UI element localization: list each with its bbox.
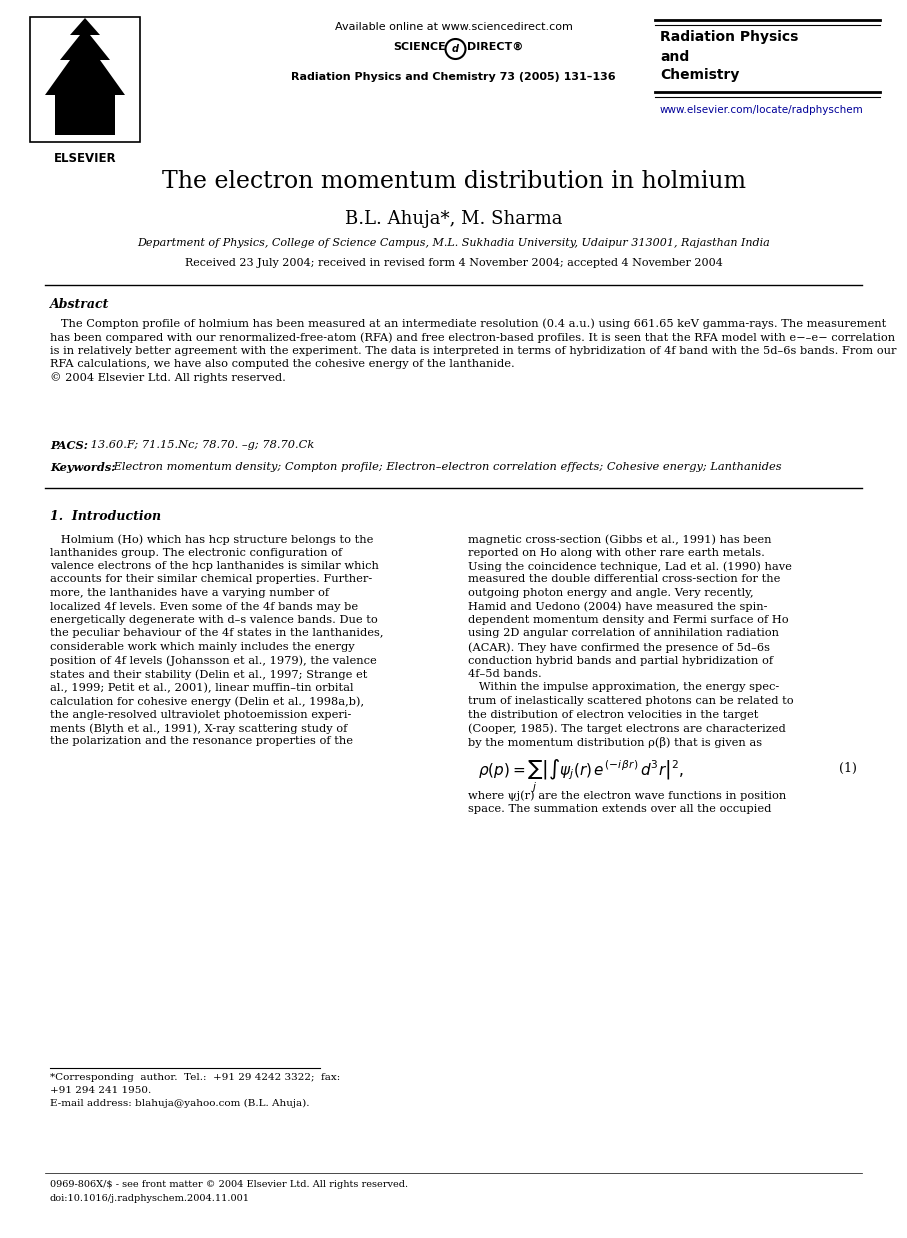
Text: PACS:: PACS: [50, 439, 88, 451]
Text: Hamid and Uedono (2004) have measured the spin-: Hamid and Uedono (2004) have measured th… [469, 602, 768, 612]
Text: using 2D angular correlation of annihilation radiation: using 2D angular correlation of annihila… [469, 629, 779, 639]
Text: The electron momentum distribution in holmium: The electron momentum distribution in ho… [161, 170, 746, 193]
Text: +91 294 241 1950.: +91 294 241 1950. [50, 1086, 151, 1094]
Text: accounts for their similar chemical properties. Further-: accounts for their similar chemical prop… [50, 574, 372, 584]
Text: dependent momentum density and Fermi surface of Ho: dependent momentum density and Fermi sur… [469, 615, 789, 625]
Text: ments (Blyth et al., 1991), X-ray scattering study of: ments (Blyth et al., 1991), X-ray scatte… [50, 723, 347, 734]
Text: Holmium (Ho) which has hcp structure belongs to the: Holmium (Ho) which has hcp structure bel… [50, 534, 374, 545]
Text: 0969-806X/$ - see front matter © 2004 Elsevier Ltd. All rights reserved.: 0969-806X/$ - see front matter © 2004 El… [50, 1180, 408, 1188]
Text: (1): (1) [839, 763, 857, 775]
Text: E-mail address: blahuja@yahoo.com (B.L. Ahuja).: E-mail address: blahuja@yahoo.com (B.L. … [50, 1099, 309, 1108]
Text: Radiation Physics: Radiation Physics [660, 30, 798, 45]
Text: Electron momentum density; Compton profile; Electron–electron correlation effect: Electron momentum density; Compton profi… [110, 462, 782, 472]
Text: ELSEVIER: ELSEVIER [54, 152, 116, 165]
Text: doi:10.1016/j.radphyschem.2004.11.001: doi:10.1016/j.radphyschem.2004.11.001 [50, 1193, 250, 1203]
Text: outgoing photon energy and angle. Very recently,: outgoing photon energy and angle. Very r… [469, 588, 754, 598]
Text: Received 23 July 2004; received in revised form 4 November 2004; accepted 4 Nove: Received 23 July 2004; received in revis… [184, 258, 723, 267]
Text: Abstract: Abstract [50, 298, 110, 311]
Text: (Cooper, 1985). The target electrons are characterized: (Cooper, 1985). The target electrons are… [469, 723, 786, 734]
Text: by the momentum distribution ρ(β) that is given as: by the momentum distribution ρ(β) that i… [469, 737, 763, 748]
Text: 4f–5d bands.: 4f–5d bands. [469, 669, 542, 678]
Text: al., 1999; Petit et al., 2001), linear muffin–tin orbital: al., 1999; Petit et al., 2001), linear m… [50, 682, 354, 693]
Text: localized 4f levels. Even some of the 4f bands may be: localized 4f levels. Even some of the 4f… [50, 602, 358, 612]
Text: states and their stability (Delin et al., 1997; Strange et: states and their stability (Delin et al.… [50, 669, 367, 680]
Text: the distribution of electron velocities in the target: the distribution of electron velocities … [469, 709, 759, 719]
Polygon shape [78, 118, 92, 135]
Text: Radiation Physics and Chemistry 73 (2005) 131–136: Radiation Physics and Chemistry 73 (2005… [291, 72, 616, 82]
Text: the peculiar behaviour of the 4f states in the lanthanides,: the peculiar behaviour of the 4f states … [50, 629, 384, 639]
Text: considerable work which mainly includes the energy: considerable work which mainly includes … [50, 643, 355, 652]
Text: conduction hybrid bands and partial hybridization of: conduction hybrid bands and partial hybr… [469, 655, 774, 666]
Polygon shape [45, 19, 125, 135]
Text: SCIENCE: SCIENCE [393, 42, 445, 52]
Text: The Compton profile of holmium has been measured at an intermediate resolution (: The Compton profile of holmium has been … [50, 318, 896, 384]
Text: www.elsevier.com/locate/radphyschem: www.elsevier.com/locate/radphyschem [660, 105, 863, 115]
Text: and: and [660, 50, 689, 64]
Text: more, the lanthanides have a varying number of: more, the lanthanides have a varying num… [50, 588, 329, 598]
Text: 13.60.F; 71.15.Nc; 78.70. –g; 78.70.Ck: 13.60.F; 71.15.Nc; 78.70. –g; 78.70.Ck [87, 439, 314, 449]
Text: the polarization and the resonance properties of the: the polarization and the resonance prope… [50, 737, 353, 747]
Text: Chemistry: Chemistry [660, 68, 739, 82]
Text: trum of inelastically scattered photons can be related to: trum of inelastically scattered photons … [469, 696, 795, 706]
Text: energetically degenerate with d–s valence bands. Due to: energetically degenerate with d–s valenc… [50, 615, 377, 625]
Text: d: d [452, 45, 459, 54]
Text: (ACAR). They have confirmed the presence of 5d–6s: (ACAR). They have confirmed the presence… [469, 643, 771, 652]
Text: magnetic cross-section (Gibbs et al., 1991) has been: magnetic cross-section (Gibbs et al., 19… [469, 534, 772, 545]
Text: Department of Physics, College of Science Campus, M.L. Sukhadia University, Udai: Department of Physics, College of Scienc… [137, 238, 770, 248]
Text: Within the impulse approximation, the energy spec-: Within the impulse approximation, the en… [469, 682, 780, 692]
Text: Using the coincidence technique, Lad et al. (1990) have: Using the coincidence technique, Lad et … [469, 561, 793, 572]
Text: the angle-resolved ultraviolet photoemission experi-: the angle-resolved ultraviolet photoemis… [50, 709, 351, 719]
Text: position of 4f levels (Johansson et al., 1979), the valence: position of 4f levels (Johansson et al.,… [50, 655, 376, 666]
Text: Available online at www.sciencedirect.com: Available online at www.sciencedirect.co… [335, 22, 572, 32]
Text: *Corresponding  author.  Tel.:  +91 29 4242 3322;  fax:: *Corresponding author. Tel.: +91 29 4242… [50, 1073, 340, 1082]
Text: where ψj(r) are the electron wave functions in position: where ψj(r) are the electron wave functi… [469, 790, 786, 801]
Text: DIRECT®: DIRECT® [467, 42, 524, 52]
Text: space. The summation extends over all the occupied: space. The summation extends over all th… [469, 803, 772, 813]
Text: measured the double differential cross-section for the: measured the double differential cross-s… [469, 574, 781, 584]
Text: reported on Ho along with other rare earth metals.: reported on Ho along with other rare ear… [469, 547, 766, 557]
Text: 1.  Introduction: 1. Introduction [50, 510, 161, 522]
Bar [30, 17, 140, 142]
Text: valence electrons of the hcp lanthanides is similar which: valence electrons of the hcp lanthanides… [50, 561, 379, 571]
Text: lanthanides group. The electronic configuration of: lanthanides group. The electronic config… [50, 547, 342, 557]
Text: calculation for cohesive energy (Delin et al., 1998a,b),: calculation for cohesive energy (Delin e… [50, 696, 364, 707]
Text: B.L. Ahuja*, M. Sharma: B.L. Ahuja*, M. Sharma [345, 210, 562, 228]
Text: $\rho(p) = \sum_j \left| \int \psi_j(r)\, e^{(-i\,\beta r)}\, d^3r \right|^2,$: $\rho(p) = \sum_j \left| \int \psi_j(r)\… [479, 758, 685, 795]
Text: Keywords:: Keywords: [50, 462, 115, 473]
